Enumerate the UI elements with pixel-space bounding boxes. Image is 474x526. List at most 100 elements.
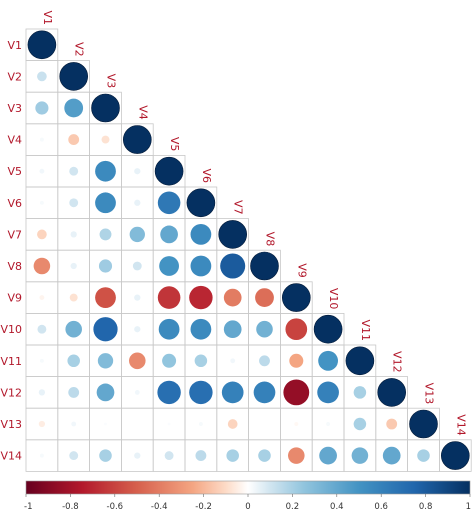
correlation-circle-V11-V11: [345, 346, 375, 376]
column-label-V2: V2: [73, 42, 86, 57]
correlation-circle-V13-V1: [38, 420, 46, 428]
correlation-circle-V12-V1: [38, 389, 46, 396]
correlation-circle-V13-V2: [71, 421, 77, 427]
column-label-V6: V6: [200, 168, 213, 183]
correlation-circle-V12-V5: [157, 380, 181, 405]
row-label-V6: V6: [7, 197, 22, 210]
correlation-circle-V4-V4: [123, 125, 152, 154]
row-label-V1: V1: [7, 39, 22, 52]
correlation-circle-V7-V7: [218, 220, 247, 249]
correlation-circle-V10-V2: [65, 320, 82, 338]
correlation-circle-V9-V2: [69, 293, 78, 302]
correlation-circle-V10-V3: [93, 317, 118, 342]
correlation-circle-V6-V3: [95, 192, 116, 214]
correlation-circle-V11-V3: [97, 353, 114, 369]
row-label-V3: V3: [7, 102, 22, 115]
correlation-circle-V8-V2: [70, 262, 77, 270]
column-label-V4: V4: [136, 105, 149, 120]
correlation-circle-V12-V6: [189, 380, 213, 405]
correlation-circle-V13-V11: [353, 417, 367, 431]
correlation-circle-V7-V6: [190, 224, 212, 245]
correlation-circle-V12-V4: [134, 389, 140, 395]
correlation-circle-V14-V11: [351, 447, 369, 464]
row-label-V9: V9: [7, 292, 22, 305]
correlation-circle-V9-V7: [223, 288, 242, 307]
column-label-V12: V12: [391, 351, 404, 373]
correlation-circle-V10-V4: [134, 326, 141, 333]
correlation-circle-V11-V5: [162, 353, 177, 368]
correlation-circle-V9-V3: [95, 287, 116, 308]
row-label-V14: V14: [0, 450, 22, 463]
correlation-circle-V10-V9: [285, 318, 308, 341]
correlation-circle-V4-V1: [39, 137, 44, 142]
correlation-circle-V12-V9: [283, 379, 310, 406]
correlation-circle-V4-V2: [68, 134, 80, 146]
correlation-circles: [27, 30, 470, 470]
color-bar-tick-label: -0.8: [62, 502, 79, 512]
column-label-V3: V3: [105, 74, 118, 89]
correlation-circle-V9-V9: [281, 283, 311, 312]
correlation-circle-V5-V4: [134, 168, 141, 175]
column-label-V5: V5: [168, 137, 181, 152]
correlation-circle-V14-V4: [134, 452, 141, 459]
column-label-V1: V1: [41, 10, 54, 25]
correlation-circle-V14-V7: [226, 449, 239, 462]
correlation-circle-V13-V9: [294, 422, 299, 426]
correlation-circle-V7-V3: [99, 228, 112, 241]
color-bar: [25, 480, 471, 495]
color-legend: -1 -0.8 -0.6 -0.4 -0.2 0 0.2 0.4 0.6 0.8 1: [24, 480, 471, 512]
correlation-circle-V6-V4: [134, 199, 141, 206]
correlation-circle-V8-V6: [190, 255, 212, 277]
correlation-circle-V13-V6: [198, 422, 203, 426]
color-bar-tick-label: 0.4: [330, 502, 344, 512]
correlation-circle-V3-V2: [64, 98, 84, 118]
correlation-circle-V5-V2: [69, 166, 79, 176]
correlation-circle-V9-V6: [189, 285, 213, 310]
correlation-circle-V11-V4: [129, 352, 146, 370]
correlation-circle-V14-V5: [164, 451, 174, 461]
correlation-circle-V8-V5: [159, 256, 180, 276]
correlation-circle-V11-V1: [39, 358, 44, 363]
correlation-circle-V8-V3: [98, 259, 113, 273]
correlation-circle-V12-V10: [317, 381, 339, 404]
correlation-circle-V8-V1: [33, 257, 51, 275]
correlation-circle-V11-V10: [318, 350, 338, 371]
color-bar-tick-label: -1: [24, 502, 32, 512]
correlation-circle-V12-V2: [68, 386, 80, 398]
column-label-V8: V8: [264, 232, 277, 247]
correlation-circle-V3-V1: [35, 101, 49, 115]
correlation-circle-V11-V7: [230, 358, 236, 364]
correlation-circle-V6-V1: [39, 200, 44, 205]
correlation-circle-V7-V5: [160, 225, 178, 244]
correlation-circle-V14-V8: [258, 449, 271, 462]
row-label-V7: V7: [7, 228, 22, 241]
row-label-V12: V12: [0, 386, 22, 399]
correlation-circle-V12-V8: [253, 381, 276, 404]
column-label-V7: V7: [232, 200, 245, 215]
correlation-circle-V1-V1: [27, 30, 57, 60]
correlation-circle-V6-V5: [157, 191, 181, 215]
correlation-circle-V11-V8: [259, 355, 270, 367]
column-label-V10: V10: [327, 288, 340, 310]
correlation-circle-V10-V7: [223, 320, 242, 339]
color-bar-tick-label: 0.2: [286, 502, 300, 512]
correlation-circle-V13-V5: [167, 422, 171, 426]
correlation-circle-V12-V7: [221, 381, 244, 404]
correlation-circle-V13-V10: [326, 422, 331, 426]
color-bar-tick-label: 0.6: [374, 502, 388, 512]
correlation-circle-V7-V4: [129, 226, 145, 243]
color-bar-tick-label: -0.2: [195, 502, 212, 512]
correlation-circle-V14-V13: [417, 449, 430, 462]
correlation-circle-V12-V11: [353, 386, 367, 399]
row-labels: V1 V2 V3 V4 V5 V6 V7 V8 V9 V10 V11 V12 V13 V14: [0, 39, 22, 463]
correlation-circle-V12-V12: [377, 378, 407, 407]
correlation-circle-V14-V1: [39, 453, 44, 458]
row-label-V8: V8: [7, 260, 22, 273]
row-label-V2: V2: [7, 70, 22, 83]
correlation-circle-V2-V1: [37, 71, 47, 82]
correlation-circle-V14-V3: [99, 449, 112, 462]
correlation-circle-V9-V5: [157, 286, 181, 309]
color-bar-tick-label: 0.8: [419, 502, 433, 512]
correlation-circle-V9-V1: [39, 295, 45, 301]
